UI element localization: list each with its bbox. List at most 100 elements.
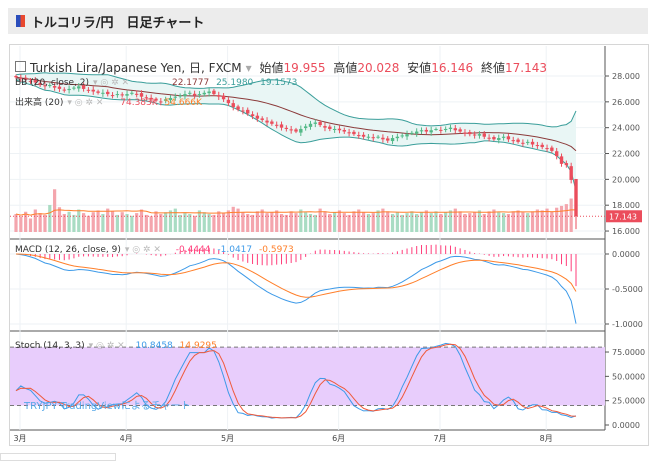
volume-bar	[67, 211, 71, 232]
volume-bar	[188, 214, 192, 232]
candle-body	[559, 156, 564, 164]
candle-body	[540, 144, 544, 148]
bb-label[interactable]: BB (20, close, 2)	[15, 78, 90, 88]
volume-bar	[289, 211, 293, 232]
candle-body	[139, 93, 144, 97]
volume-bar	[19, 216, 23, 232]
volume-bar	[183, 213, 187, 232]
volume-bar	[173, 208, 177, 232]
candle-body	[366, 136, 371, 138]
volume-bar	[212, 214, 216, 232]
macd-signal-value: -0.5973	[259, 245, 294, 255]
candle-body	[323, 126, 327, 128]
candle-body	[96, 91, 100, 93]
volume-bar	[347, 214, 351, 232]
volume-bar	[540, 210, 544, 232]
candle-body	[115, 94, 120, 96]
volume-bar	[511, 211, 515, 232]
candle-body	[250, 114, 255, 117]
macd-value: -1.0417	[217, 245, 253, 255]
bb-settings-icon[interactable]: ▾ ◎ ✲ ✕	[93, 78, 130, 88]
macd-tick-label: -0.5000	[612, 285, 643, 294]
candle-body	[410, 132, 414, 134]
volume-label[interactable]: 出来高 (20)	[15, 98, 64, 108]
volume-value: 74.383K	[120, 98, 158, 108]
candle-body	[43, 85, 47, 87]
volume-bar	[101, 214, 105, 232]
close-value: 17.143	[505, 61, 548, 75]
candle-body	[86, 89, 91, 91]
candle-body	[207, 91, 211, 94]
macd-settings-icon[interactable]: ▾ ◎ ✲ ✕	[124, 245, 161, 255]
volume-bar	[473, 212, 477, 232]
chart-frame[interactable]	[9, 44, 649, 446]
candle-body	[183, 94, 187, 97]
candle-body	[361, 134, 366, 137]
volume-bar	[207, 214, 211, 232]
stoch-label[interactable]: Stoch (14, 3, 3)	[15, 341, 85, 351]
volume-bar	[526, 213, 530, 232]
volume-bar	[458, 211, 462, 232]
volume-bar	[135, 213, 139, 232]
candle-body	[318, 121, 322, 126]
candle-body	[52, 86, 57, 88]
volume-bar	[506, 214, 511, 232]
candle-body	[212, 90, 216, 95]
volume-bar	[38, 213, 42, 232]
volume-bar	[197, 210, 202, 232]
volume-bar	[366, 214, 371, 232]
stoch-d-value: 14.9295	[179, 341, 217, 351]
open-label: 始値	[259, 61, 284, 75]
time-tick-label: 7月	[433, 434, 446, 443]
candle-body	[255, 115, 260, 119]
candle-body	[574, 178, 578, 217]
volume-bar	[419, 212, 424, 232]
candle-body	[144, 97, 149, 99]
volume-bar	[236, 208, 240, 232]
candle-body	[57, 86, 62, 89]
candle-body	[516, 139, 520, 142]
macd-hist-value: -0.4444	[175, 245, 211, 255]
price-tick-label: 20.000	[612, 175, 640, 184]
candle-body	[545, 148, 549, 150]
candle-body	[458, 129, 462, 132]
candle-body	[554, 151, 559, 157]
volume-bar	[371, 213, 375, 232]
price-tick-label: 18.000	[612, 201, 640, 210]
volume-settings-icon[interactable]: ▾ ◎ ✲ ✕	[67, 98, 104, 108]
candle-body	[202, 92, 206, 95]
candle-body	[241, 110, 245, 112]
volume-bar	[530, 211, 535, 232]
turkey-flag-icon	[16, 15, 25, 27]
candle-body	[154, 98, 158, 101]
candle-body	[149, 97, 153, 100]
stoch-settings-icon[interactable]: ▾ ◎ ✲ ✕	[88, 341, 125, 351]
volume-bar	[555, 207, 559, 232]
candle-body	[328, 126, 332, 129]
candle-body	[38, 82, 42, 86]
watermark[interactable]: TRYJPY TradingViewによるチャート	[24, 401, 191, 412]
macd-label[interactable]: MACD (12, 26, close, 9)	[15, 245, 121, 255]
candle-body	[260, 118, 264, 120]
volume-bar	[275, 210, 279, 232]
collapse-icon[interactable]	[15, 61, 26, 72]
volume-bar	[550, 211, 554, 232]
bb-upper-line	[15, 72, 577, 128]
volume-bar	[43, 214, 47, 232]
candle-body	[217, 95, 221, 97]
open-value: 19.955	[283, 61, 326, 75]
candle-body	[434, 128, 438, 130]
candle-body	[347, 132, 351, 134]
candle-body	[497, 138, 501, 140]
volume-bar	[241, 212, 245, 232]
candle-body	[376, 136, 380, 138]
candle-body	[19, 77, 23, 79]
symbol-name[interactable]: Turkish Lira/Japanese Yen, 日, FXCM	[30, 61, 242, 75]
candle-body	[386, 138, 390, 141]
candle-body	[134, 93, 139, 95]
candle-body	[294, 129, 298, 132]
volume-bar	[333, 212, 337, 232]
volume-bar	[164, 212, 168, 232]
candle-body	[192, 93, 197, 96]
